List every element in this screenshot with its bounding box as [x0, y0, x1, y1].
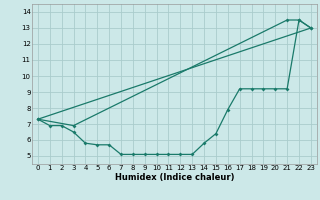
X-axis label: Humidex (Indice chaleur): Humidex (Indice chaleur)	[115, 173, 234, 182]
